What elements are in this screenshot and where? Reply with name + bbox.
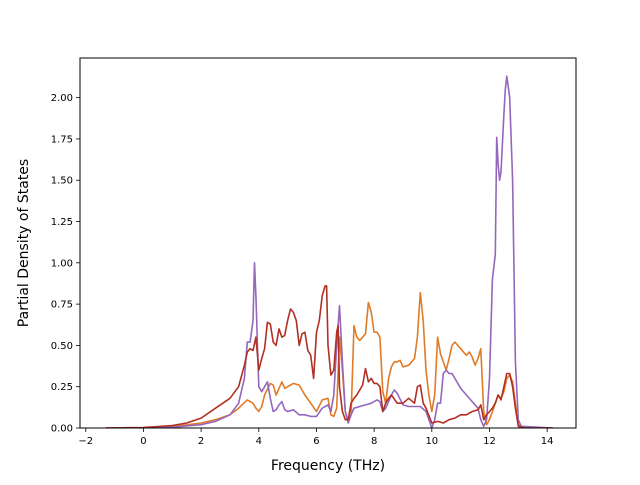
y-tick-label: 0.75 (51, 300, 73, 311)
x-tick-label: 14 (541, 436, 554, 447)
y-tick-label: 0.00 (51, 424, 73, 435)
y-tick-label: 1.25 (51, 217, 73, 228)
y-tick-label: 0.50 (51, 341, 73, 352)
y-axis-title: Partial Density of States (16, 159, 32, 327)
x-tick-label: 6 (313, 436, 319, 447)
plot-frame (79, 57, 577, 429)
series-line-3 (105, 285, 553, 428)
series-line-2 (105, 75, 553, 428)
tick-layer: −2 0 2 4 6 8 10 12 14 0.00 0.25 0.50 0.75 1.00 1.25 1.5… (51, 93, 554, 447)
y-tick-label: 0.25 (51, 382, 73, 393)
series-layer (105, 75, 553, 428)
x-tick-label: 4 (256, 436, 262, 447)
y-tick-label: 2.00 (51, 93, 73, 104)
x-tick-label: −2 (78, 436, 93, 447)
x-axis-title: Frequency (THz) (271, 458, 385, 474)
series-line-1 (105, 291, 553, 428)
plot-area (105, 75, 553, 428)
x-tick-label: 2 (198, 436, 204, 447)
x-tick-label: 12 (483, 436, 496, 447)
x-tick-label: 8 (371, 436, 377, 447)
x-tick-label: 0 (140, 436, 146, 447)
y-tick-label: 1.50 (51, 176, 73, 187)
x-tick-label: 10 (425, 436, 438, 447)
y-tick-label: 1.75 (51, 134, 73, 145)
y-tick-label: 1.00 (51, 258, 73, 269)
